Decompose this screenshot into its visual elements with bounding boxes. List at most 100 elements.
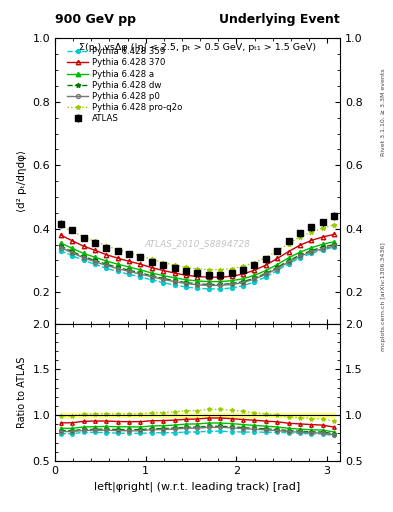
Pythia 6.428 pro-q2o (264, 254, 268, 261)
Pythia 6.428 pro-q2o (104, 243, 109, 249)
Pythia 6.428 370 (218, 274, 222, 280)
Pythia 6.428 a (298, 249, 303, 255)
Pythia 6.428 a (332, 239, 337, 245)
Pythia 6.428 p0 (149, 274, 154, 280)
Pythia 6.428 359 (275, 267, 279, 273)
Pythia 6.428 359 (184, 284, 188, 290)
Pythia 6.428 dw (70, 248, 75, 254)
Pythia 6.428 359 (70, 252, 75, 259)
Pythia 6.428 dw (332, 242, 337, 248)
Pythia 6.428 pro-q2o (207, 267, 211, 273)
Line: Pythia 6.428 pro-q2o: Pythia 6.428 pro-q2o (58, 222, 337, 272)
Pythia 6.428 370 (309, 238, 314, 244)
Pythia 6.428 370 (264, 262, 268, 268)
Pythia 6.428 dw (241, 279, 246, 285)
Pythia 6.428 370 (184, 272, 188, 279)
Line: Pythia 6.428 dw: Pythia 6.428 dw (58, 242, 337, 287)
Pythia 6.428 p0 (252, 276, 257, 282)
Pythia 6.428 pro-q2o (230, 266, 234, 272)
Pythia 6.428 dw (195, 281, 200, 287)
Pythia 6.428 pro-q2o (138, 253, 143, 259)
Pythia 6.428 dw (298, 252, 303, 258)
Pythia 6.428 pro-q2o (173, 262, 177, 268)
Text: 900 GeV pp: 900 GeV pp (55, 13, 136, 26)
Pythia 6.428 370 (127, 258, 131, 264)
Pythia 6.428 359 (81, 258, 86, 264)
Text: ATLAS_2010_S8894728: ATLAS_2010_S8894728 (145, 240, 250, 248)
Pythia 6.428 pro-q2o (321, 225, 325, 231)
Pythia 6.428 359 (127, 271, 131, 278)
Pythia 6.428 a (207, 279, 211, 285)
Pythia 6.428 pro-q2o (58, 222, 63, 228)
Legend: Pythia 6.428 359, Pythia 6.428 370, Pythia 6.428 a, Pythia 6.428 dw, Pythia 6.42: Pythia 6.428 359, Pythia 6.428 370, Pyth… (65, 46, 184, 125)
Pythia 6.428 370 (116, 255, 120, 261)
Pythia 6.428 pro-q2o (332, 222, 337, 228)
Pythia 6.428 p0 (127, 268, 131, 274)
Text: mcplots.cern.ch [arXiv:1306.3436]: mcplots.cern.ch [arXiv:1306.3436] (381, 243, 386, 351)
Pythia 6.428 359 (149, 277, 154, 283)
Pythia 6.428 a (92, 254, 97, 260)
Pythia 6.428 370 (58, 232, 63, 238)
Pythia 6.428 p0 (230, 282, 234, 288)
Pythia 6.428 370 (138, 261, 143, 267)
Pythia 6.428 370 (195, 273, 200, 280)
Pythia 6.428 pro-q2o (218, 267, 222, 273)
Pythia 6.428 a (173, 275, 177, 281)
Pythia 6.428 359 (138, 274, 143, 280)
Pythia 6.428 dw (173, 278, 177, 284)
Pythia 6.428 359 (230, 285, 234, 291)
Pythia 6.428 p0 (116, 266, 120, 272)
Pythia 6.428 dw (161, 275, 165, 282)
Pythia 6.428 a (104, 258, 109, 264)
Pythia 6.428 dw (92, 258, 97, 264)
Pythia 6.428 dw (138, 270, 143, 276)
Pythia 6.428 370 (275, 255, 279, 262)
Pythia 6.428 dw (286, 258, 291, 264)
Pythia 6.428 a (58, 240, 63, 246)
Pythia 6.428 dw (81, 253, 86, 260)
Pythia 6.428 dw (309, 247, 314, 253)
Pythia 6.428 dw (184, 280, 188, 286)
Pythia 6.428 370 (92, 247, 97, 253)
Pythia 6.428 dw (127, 267, 131, 273)
Pythia 6.428 370 (104, 251, 109, 258)
Pythia 6.428 dw (207, 282, 211, 288)
Y-axis label: ⟨d² pₜ/dηdφ⟩: ⟨d² pₜ/dηdφ⟩ (17, 150, 27, 212)
Pythia 6.428 370 (81, 243, 86, 249)
Pythia 6.428 370 (161, 267, 165, 273)
Pythia 6.428 pro-q2o (298, 234, 303, 240)
Pythia 6.428 dw (58, 243, 63, 249)
Pythia 6.428 pro-q2o (81, 234, 86, 240)
Pythia 6.428 a (138, 267, 143, 273)
Pythia 6.428 pro-q2o (286, 241, 291, 247)
Pythia 6.428 359 (332, 244, 337, 250)
Pythia 6.428 pro-q2o (70, 228, 75, 234)
Pythia 6.428 a (81, 250, 86, 257)
Pythia 6.428 370 (207, 274, 211, 280)
Pythia 6.428 pro-q2o (184, 264, 188, 270)
Pythia 6.428 359 (252, 279, 257, 285)
Pythia 6.428 dw (218, 282, 222, 288)
Pythia 6.428 p0 (58, 245, 63, 251)
Pythia 6.428 359 (104, 265, 109, 271)
Pythia 6.428 a (321, 241, 325, 247)
Pythia 6.428 p0 (264, 271, 268, 278)
Pythia 6.428 370 (173, 270, 177, 276)
Pythia 6.428 dw (230, 281, 234, 287)
Pythia 6.428 a (184, 276, 188, 283)
Pythia 6.428 p0 (81, 255, 86, 261)
Line: Pythia 6.428 370: Pythia 6.428 370 (59, 232, 336, 280)
Pythia 6.428 359 (264, 274, 268, 280)
Pythia 6.428 p0 (92, 259, 97, 265)
Pythia 6.428 dw (104, 261, 109, 267)
Pythia 6.428 p0 (286, 259, 291, 265)
Pythia 6.428 370 (321, 234, 325, 240)
Pythia 6.428 359 (298, 255, 303, 261)
Pythia 6.428 a (218, 279, 222, 285)
Pythia 6.428 359 (207, 286, 211, 292)
Pythia 6.428 p0 (207, 282, 211, 288)
Pythia 6.428 p0 (218, 282, 222, 288)
X-axis label: left|φright| (w.r.t. leading track) [rad]: left|φright| (w.r.t. leading track) [rad… (94, 481, 301, 492)
Pythia 6.428 a (264, 267, 268, 273)
Pythia 6.428 pro-q2o (149, 257, 154, 263)
